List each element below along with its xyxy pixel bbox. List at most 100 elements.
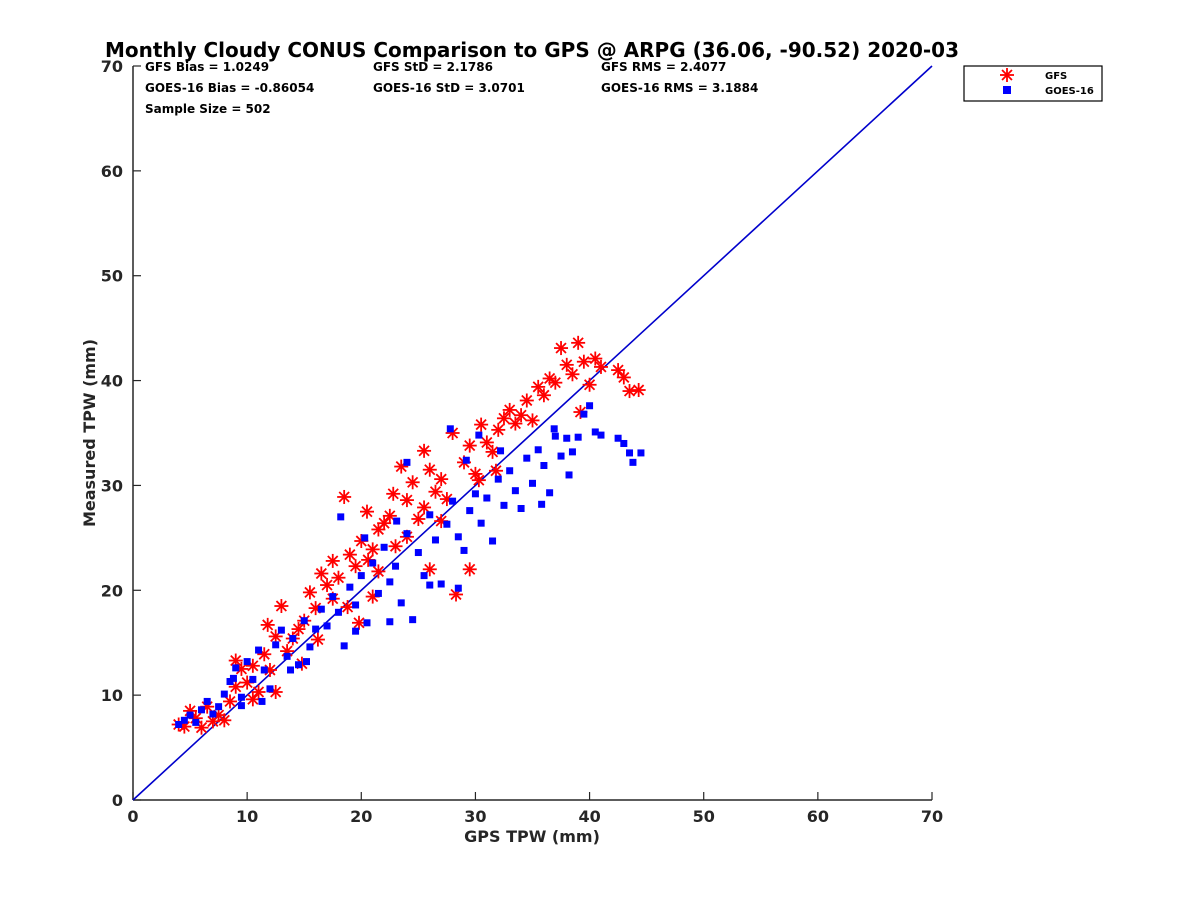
gfs-point bbox=[251, 684, 266, 699]
gfs-point bbox=[302, 585, 317, 600]
goes16-point bbox=[180, 716, 188, 724]
goes16-point bbox=[357, 572, 365, 580]
gfs-point bbox=[428, 484, 443, 499]
goes16-point bbox=[511, 487, 519, 495]
goes16-point bbox=[229, 674, 237, 682]
gfs-point bbox=[417, 500, 432, 515]
goes16-point bbox=[500, 501, 508, 509]
goes16-point bbox=[295, 661, 303, 669]
gfs-point bbox=[491, 422, 506, 437]
goes16-point bbox=[361, 534, 369, 542]
gfs-point bbox=[525, 413, 540, 428]
gfs-point bbox=[474, 417, 489, 432]
gfs-point bbox=[371, 564, 386, 579]
goes16-point bbox=[637, 449, 645, 457]
gfs-point bbox=[325, 553, 340, 568]
gfs-point bbox=[488, 463, 503, 478]
goes16-point bbox=[237, 702, 245, 710]
series-goes16 bbox=[175, 402, 645, 729]
gfs-point bbox=[331, 570, 346, 585]
goes16-point bbox=[534, 446, 542, 454]
goes16-point bbox=[289, 635, 297, 643]
stat-sample-size: Sample Size = 502 bbox=[145, 102, 271, 116]
x-tick-label: 70 bbox=[921, 807, 943, 826]
stats-block: GFS Bias = 1.0249 GOES-16 Bias = -0.8605… bbox=[145, 60, 758, 116]
stat-goes-rms: GOES-16 RMS = 3.1884 bbox=[601, 81, 758, 95]
gfs-point bbox=[462, 562, 477, 577]
gfs-point bbox=[531, 379, 546, 394]
goes16-point bbox=[477, 519, 485, 527]
goes16-point bbox=[346, 583, 354, 591]
goes16-point bbox=[462, 456, 470, 464]
gfs-point bbox=[382, 508, 397, 523]
goes16-point bbox=[243, 658, 251, 666]
gfs-point bbox=[291, 622, 306, 637]
goes16-point bbox=[334, 608, 342, 616]
gfs-point bbox=[514, 408, 529, 423]
gfs-point bbox=[268, 629, 283, 644]
y-ticks: 0 10 20 30 40 50 60 70 bbox=[101, 57, 141, 810]
goes16-point bbox=[557, 452, 565, 460]
gfs-point bbox=[611, 363, 626, 378]
gfs-point bbox=[616, 370, 631, 385]
stat-gfs-std: GFS StD = 2.1786 bbox=[373, 60, 493, 74]
goes16-point bbox=[352, 627, 360, 635]
goes16-point bbox=[215, 703, 223, 711]
stat-gfs-rms: GFS RMS = 2.4077 bbox=[601, 60, 726, 74]
goes16-point bbox=[426, 581, 434, 589]
series-gfs bbox=[171, 335, 646, 735]
goes16-point bbox=[203, 697, 211, 705]
goes16-point bbox=[380, 543, 388, 551]
goes16-point bbox=[597, 431, 605, 439]
gfs-point bbox=[565, 367, 580, 382]
goes16-point bbox=[374, 589, 382, 597]
goes16-point bbox=[337, 513, 345, 521]
goes16-point bbox=[232, 664, 240, 672]
goes16-point bbox=[175, 721, 183, 729]
goes16-point bbox=[551, 432, 559, 440]
gfs-point bbox=[422, 462, 437, 477]
gfs-point bbox=[417, 443, 432, 458]
goes16-point bbox=[329, 593, 337, 601]
legend-goes16-marker bbox=[1003, 86, 1011, 94]
one-to-one-line bbox=[132, 65, 933, 801]
goes16-point bbox=[386, 618, 394, 626]
gfs-point bbox=[388, 539, 403, 554]
goes16-point bbox=[317, 605, 325, 613]
goes16-point bbox=[591, 428, 599, 436]
goes16-point bbox=[403, 530, 411, 538]
goes16-point bbox=[546, 489, 554, 497]
gfs-point bbox=[405, 475, 420, 490]
gfs-point bbox=[337, 489, 352, 504]
goes16-point bbox=[629, 458, 637, 466]
goes16-point bbox=[626, 449, 634, 457]
goes16-point bbox=[287, 666, 295, 674]
goes16-point bbox=[255, 646, 263, 654]
x-tick-label: 10 bbox=[236, 807, 258, 826]
goes16-point bbox=[449, 497, 457, 505]
gfs-point bbox=[496, 411, 511, 426]
goes16-point bbox=[420, 572, 428, 580]
legend-goes16-label: GOES-16 bbox=[1045, 86, 1094, 97]
gfs-point bbox=[576, 354, 591, 369]
gfs-point bbox=[502, 402, 517, 417]
gfs-point bbox=[471, 473, 486, 488]
goes16-point bbox=[483, 494, 491, 502]
goes16-point bbox=[403, 458, 411, 466]
goes16-point bbox=[563, 434, 571, 442]
goes16-point bbox=[283, 652, 291, 660]
gfs-point bbox=[554, 341, 569, 356]
x-tick-label: 40 bbox=[578, 807, 600, 826]
goes16-point bbox=[494, 475, 502, 483]
goes16-point bbox=[497, 447, 505, 455]
x-tick-label: 60 bbox=[807, 807, 829, 826]
goes16-point bbox=[489, 537, 497, 545]
goes16-point bbox=[506, 467, 514, 475]
gfs-point bbox=[342, 547, 357, 562]
gfs-point bbox=[310, 632, 325, 647]
gfs-point bbox=[223, 694, 238, 709]
goes16-point bbox=[540, 462, 548, 470]
gfs-point bbox=[462, 438, 477, 453]
gfs-point bbox=[399, 493, 414, 508]
gfs-point bbox=[260, 617, 275, 632]
